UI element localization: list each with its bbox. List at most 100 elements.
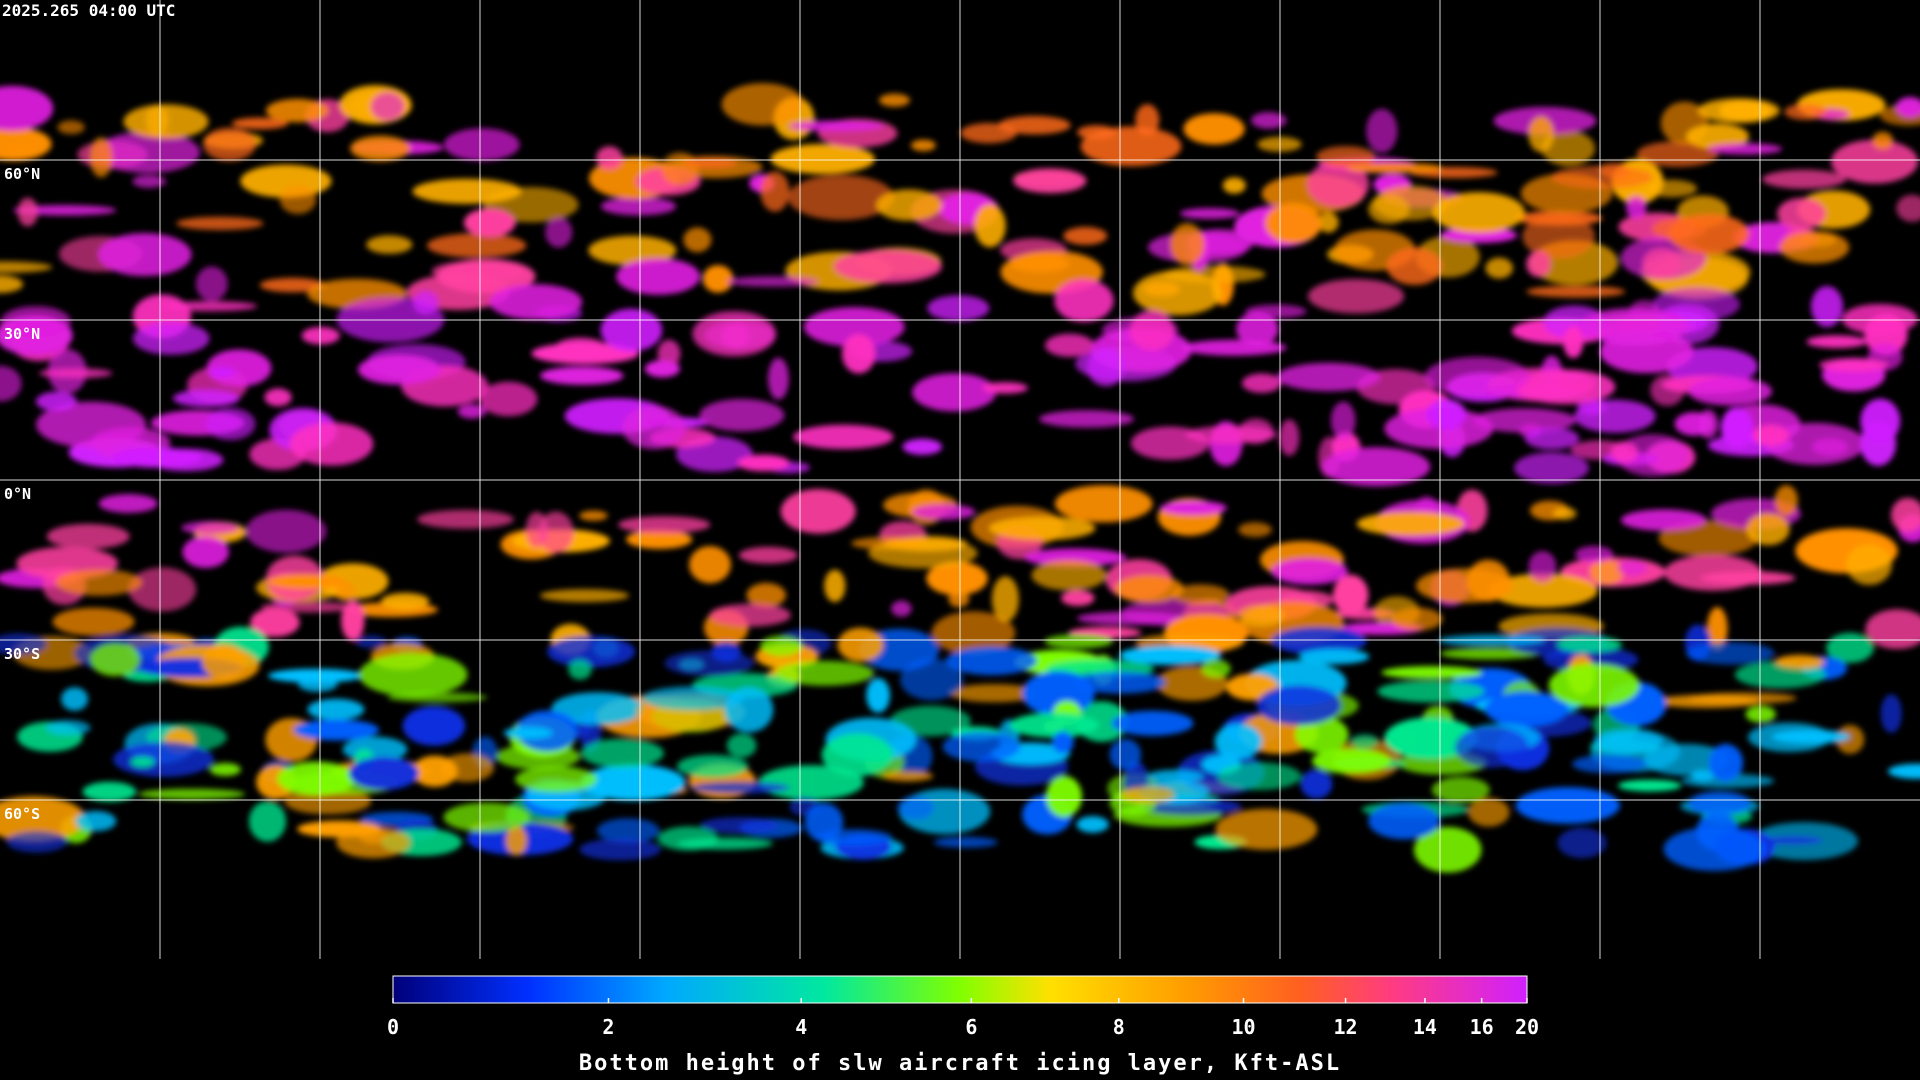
cloud-patch: [128, 567, 197, 612]
cloud-patch: [1514, 369, 1616, 405]
cloud-patch: [1054, 279, 1114, 322]
cloud-patch: [245, 509, 327, 553]
cloud-patch: [1215, 808, 1318, 850]
cloud-patch: [539, 589, 630, 603]
cloud-patch: [882, 770, 934, 782]
cloud-patch: [350, 135, 411, 162]
cloud-patch: [46, 523, 130, 549]
cloud-patch: [209, 763, 241, 776]
latitude-label: 30°N: [4, 325, 40, 343]
cloud-patch: [1541, 130, 1595, 167]
cloud-patch: [1307, 279, 1405, 314]
cloud-patch: [89, 137, 113, 178]
cloud-patch: [1440, 647, 1540, 660]
cloud-patch: [1044, 634, 1113, 649]
cloud-patch: [132, 175, 167, 188]
cloud-patch: [1617, 779, 1682, 792]
cloud-patch: [1835, 724, 1865, 754]
cloud-patch: [1526, 251, 1551, 278]
cloud-patch: [1179, 208, 1240, 219]
cloud-patch: [1031, 560, 1107, 591]
cloud-patch: [1777, 197, 1826, 230]
cloud-patch: [902, 438, 943, 455]
cloud-patch: [709, 603, 791, 627]
colorbar-tick-label: 10: [1231, 1015, 1255, 1039]
cloud-patch: [1183, 113, 1245, 145]
cloud-patch: [1384, 717, 1478, 760]
cloud-patch: [726, 276, 819, 287]
cloud-patch: [293, 719, 380, 741]
cloud-patch: [457, 404, 487, 419]
cloud-patch: [1039, 410, 1134, 428]
cloud-patch: [443, 802, 531, 833]
cloud-patch: [1652, 287, 1740, 322]
cloud-patch: [531, 342, 640, 365]
cloud-patch: [98, 494, 158, 513]
cloud-patch: [875, 189, 943, 221]
cloud-patch: [579, 510, 608, 521]
latitude-label: 60°N: [4, 165, 40, 183]
cloud-patch: [335, 580, 356, 602]
cloud-patch: [1708, 143, 1783, 155]
cloud-patch: [837, 627, 884, 662]
cloud-patch: [479, 381, 538, 417]
cloud-patch: [1170, 223, 1205, 266]
cloud-patch: [1222, 177, 1246, 194]
cloud-patch: [259, 277, 326, 293]
cloud-patch: [1468, 797, 1510, 827]
cloud-patch: [417, 509, 514, 529]
colorbar-title: Bottom height of slw aircraft icing laye…: [579, 1051, 1341, 1076]
cloud-patch: [1617, 560, 1648, 576]
colorbar-tick-label: 2: [602, 1015, 614, 1039]
cloud-patch: [821, 733, 894, 777]
cloud-patch: [1880, 694, 1902, 733]
cloud-patch: [336, 826, 411, 859]
cloud-patch: [1366, 108, 1398, 153]
cloud-patch: [1616, 434, 1689, 477]
cloud-patch: [933, 836, 998, 848]
cloud-patch: [1895, 97, 1920, 118]
cloud-patch: [644, 360, 681, 378]
cloud-patch: [1256, 685, 1342, 726]
cloud-patch: [1013, 168, 1087, 194]
cloud-patch: [746, 582, 786, 608]
cloud-patch: [1424, 356, 1530, 397]
cloud-patch: [1872, 131, 1894, 150]
cloud-patch: [145, 104, 169, 136]
cloud-patch: [1172, 584, 1230, 605]
cloud-patch: [1466, 559, 1510, 602]
cloud-patch: [1891, 497, 1920, 533]
cloud-patch: [265, 98, 329, 123]
cloud-patch: [622, 406, 686, 450]
cloud-patch: [998, 115, 1071, 135]
cloud-patch: [1373, 185, 1449, 221]
cloud-patch: [1688, 377, 1772, 406]
cloud-patch: [1720, 407, 1754, 449]
cloud-patch: [1321, 447, 1431, 487]
cloud-patch: [581, 764, 686, 801]
cloud-patch: [357, 354, 441, 385]
cloud-patch: [298, 675, 338, 692]
cloud-patch: [1279, 419, 1300, 456]
cloud-patch: [132, 322, 210, 355]
cloud-patch: [1599, 330, 1694, 374]
cloud-patch: [1316, 146, 1376, 168]
cloud-patch: [1121, 786, 1175, 804]
cloud-patch: [780, 489, 856, 534]
cloud-patch: [1276, 362, 1381, 392]
cloud-patch: [1217, 762, 1302, 790]
cloud-patch: [0, 633, 48, 656]
cloud-patch: [97, 233, 192, 277]
cloud-patch: [1746, 513, 1790, 546]
cloud-patch: [1318, 212, 1339, 233]
cloud-patch: [1556, 636, 1623, 653]
cloud-patch: [61, 687, 89, 711]
cloud-patch: [942, 731, 1021, 762]
cloud-patch: [616, 258, 700, 295]
cloud-patch: [842, 333, 876, 374]
cloud-patch: [1846, 544, 1892, 585]
cloud-patch: [1745, 705, 1776, 723]
cloud-patch: [1432, 192, 1525, 233]
cloud-patch: [1052, 731, 1074, 754]
cloud-patch: [758, 765, 864, 800]
